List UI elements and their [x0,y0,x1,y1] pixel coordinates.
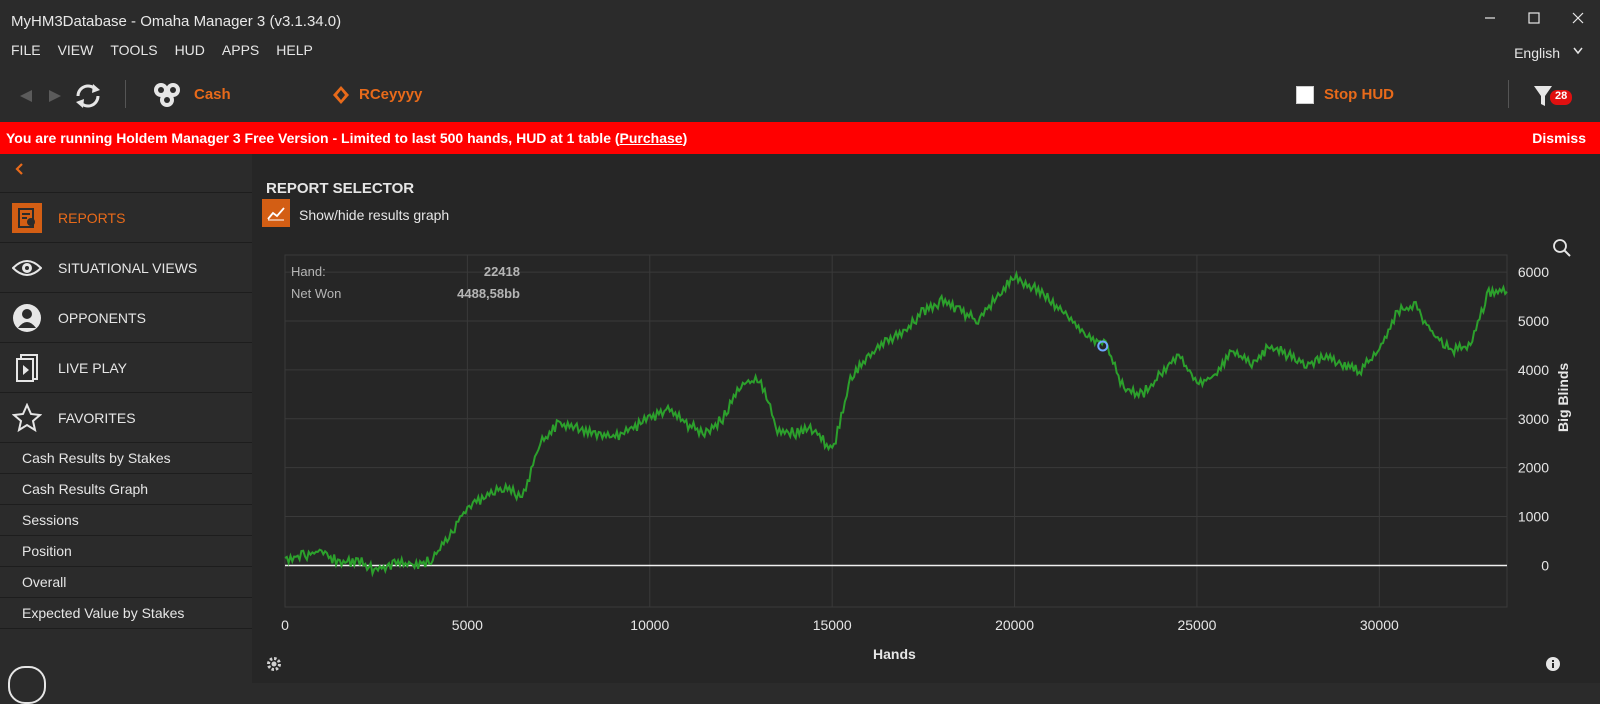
tooltip-net-value: 4488,58bb [457,286,520,301]
favorite-item-position[interactable]: Position [0,536,252,567]
y-axis-title: Big Blinds [1555,362,1571,432]
line-chart-icon [267,207,285,221]
report-icon [12,202,42,233]
sidebar-item-label: LIVE PLAY [58,359,128,376]
tooltip-hand-value: 22418 [483,264,520,279]
gear-icon[interactable] [265,655,283,676]
purchase-link[interactable]: Purchase [619,130,683,146]
maximize-icon [1528,12,1540,24]
menu-view[interactable]: VIEW [57,42,94,58]
account-icon[interactable] [8,666,46,704]
stop-hud-checkbox[interactable] [1296,86,1314,104]
favorite-item-expected-value-by-stakes[interactable]: Expected Value by Stakes [0,598,252,629]
banner-paren: ) [682,130,688,146]
filter-icon[interactable] [1532,84,1576,113]
page-title: REPORT SELECTOR [266,180,415,197]
sidebar-item-label: REPORTS [58,209,126,226]
sidebar-item-reports[interactable]: REPORTS [0,193,252,243]
sidebar-item-label: OPPONENTS [58,309,146,326]
collapse-sidebar-button[interactable] [0,154,252,193]
favorite-item-overall[interactable]: Overall [0,567,252,598]
menu-bar: FILE VIEW TOOLS HUD APPS HELP [0,42,319,66]
star-icon [12,402,42,433]
minimize-button[interactable] [1468,0,1512,36]
live-play-icon [12,353,42,383]
player-site-icon [333,86,349,107]
toolbar-divider [125,80,126,108]
forward-arrow-icon[interactable] [47,88,63,107]
toggle-graph-label[interactable]: Show/hide results graph [299,207,450,223]
main-panel [252,154,1600,683]
sidebar-item-label: SITUATIONAL VIEWS [58,259,198,276]
sidebar-item-situational-views[interactable]: SITUATIONAL VIEWS [0,243,252,293]
sidebar-item-live-play[interactable]: LIVE PLAY [0,343,252,393]
menu-file[interactable]: FILE [11,42,41,58]
filter-count-badge: 28 [1555,90,1568,102]
favorite-item-cash-results-by-stakes[interactable]: Cash Results by Stakes [0,443,252,474]
poker-chips-icon[interactable] [151,80,183,113]
menu-tools[interactable]: TOOLS [110,42,158,58]
maximize-button[interactable] [1512,0,1556,36]
title-bar: MyHM3Database - Omaha Manager 3 (v3.1.34… [0,0,1600,42]
player-selector[interactable]: RCeyyyy [359,86,423,103]
toggle-graph-button[interactable] [262,199,290,227]
game-type-selector[interactable]: Cash [194,86,231,103]
language-select[interactable]: English [1514,45,1560,61]
chevron-left-icon [15,163,23,175]
info-icon[interactable] [1545,656,1561,675]
minimize-icon [1485,17,1495,19]
favorite-item-sessions[interactable]: Sessions [0,505,252,536]
eye-icon [12,253,42,283]
tooltip-hand-label: Hand: [291,264,326,279]
stop-hud-label[interactable]: Stop HUD [1324,86,1394,103]
sidebar-item-favorites[interactable]: FAVORITES [0,393,252,443]
favorite-item-cash-results-graph[interactable]: Cash Results Graph [0,474,252,505]
user-icon [12,303,42,333]
sidebar-item-opponents[interactable]: OPPONENTS [0,293,252,343]
window-title: MyHM3Database - Omaha Manager 3 (v3.1.34… [11,13,342,30]
chevron-down-icon[interactable] [1572,44,1584,61]
sidebar-item-label: FAVORITES [58,409,136,426]
tooltip-net-label: Net Won [291,286,342,301]
toolbar-divider [1508,80,1509,108]
dismiss-button[interactable]: Dismiss [1532,130,1586,146]
close-button[interactable] [1556,0,1600,36]
menu-apps[interactable]: APPS [221,42,260,58]
banner-message: You are running Holdem Manager 3 Free Ve… [6,130,620,146]
zoom-icon[interactable] [1552,238,1572,261]
menu-hud[interactable]: HUD [174,42,205,58]
sidebar: REPORTS SITUATIONAL VIEWS OPPONENTS LIVE… [0,154,253,704]
close-icon [1572,12,1584,24]
back-arrow-icon[interactable] [18,88,34,107]
x-axis-title: Hands [873,646,916,662]
free-version-banner: You are running Holdem Manager 3 Free Ve… [0,122,1600,154]
menu-help[interactable]: HELP [276,42,313,58]
refresh-icon[interactable] [72,80,104,115]
